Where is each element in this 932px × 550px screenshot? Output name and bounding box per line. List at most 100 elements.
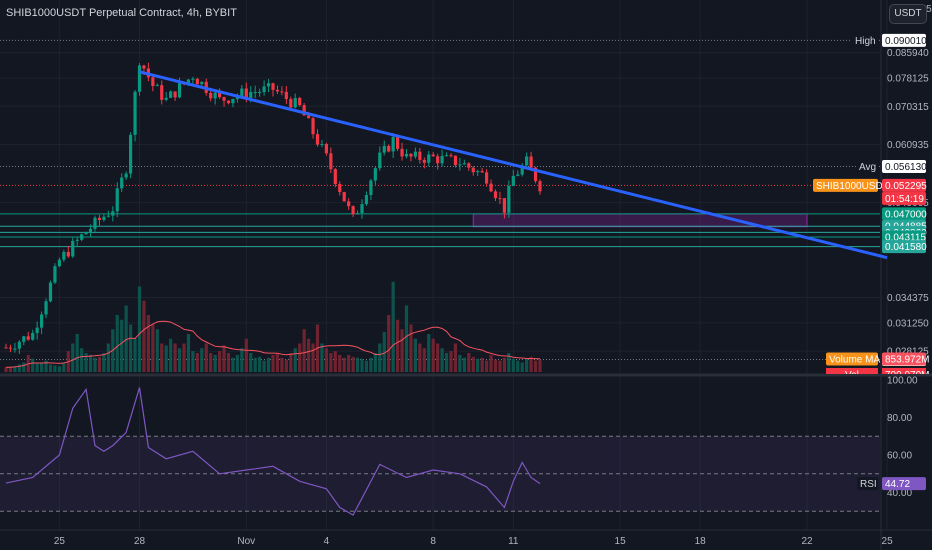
volume-bar [351, 356, 355, 372]
rsi-line [5, 387, 541, 516]
candle-body [427, 154, 431, 163]
candle-body [418, 151, 422, 160]
avg-value: 0.056130 [885, 162, 927, 173]
candle-body [244, 88, 248, 98]
volume-bar [222, 345, 226, 372]
candle-body [177, 83, 182, 98]
volume-bar [253, 357, 257, 372]
high-value: 0.090010 [885, 36, 927, 47]
rsi-label: RSI [860, 479, 877, 490]
volume-bar [133, 338, 137, 372]
volume-bar [418, 343, 422, 372]
volume-bar [160, 343, 164, 372]
candle-body [440, 155, 444, 164]
candle-body [498, 198, 502, 200]
candle-body [462, 163, 466, 165]
volume-bar [249, 353, 253, 372]
candle-body [57, 259, 61, 267]
volume-bar [400, 329, 404, 372]
currency-button[interactable]: USDT [889, 4, 927, 24]
candle-body [164, 97, 168, 100]
volume-bar [4, 367, 8, 372]
volume-bar [373, 353, 377, 372]
candle-body [378, 152, 382, 169]
volume-bar [115, 315, 119, 372]
volume-bar [102, 353, 106, 372]
volume-bar [195, 353, 199, 372]
trendline-line[interactable] [139, 70, 888, 260]
candle-body [271, 83, 275, 90]
candle-body [413, 151, 417, 157]
candle-body [80, 234, 84, 240]
volume-bar [164, 345, 168, 372]
volume-bar [213, 354, 217, 372]
volume-cut-bg [826, 368, 878, 374]
candle-body [93, 217, 97, 229]
time-axis[interactable]: 25 28 Nov 4 8 11 15 18 22 25 [54, 536, 893, 547]
volume-bar [311, 343, 315, 372]
volume-bars [4, 281, 542, 372]
candle-body [333, 169, 337, 184]
volume-ma-line [6, 320, 541, 368]
volume-bar [355, 357, 360, 372]
candle-body [302, 105, 306, 116]
volume-bar [298, 343, 302, 372]
candle-body [284, 91, 288, 100]
bar-countdown-bg [882, 191, 926, 205]
volume-bar [266, 357, 271, 372]
volume-bar [71, 343, 75, 372]
volume-bar [106, 343, 110, 372]
trendline[interactable] [139, 70, 888, 260]
candle-body [124, 173, 128, 178]
rsi-value-bg [882, 477, 926, 491]
candle-body [396, 136, 400, 149]
horizontal-levels[interactable] [0, 39, 880, 361]
volume-bar [533, 360, 538, 372]
chart-title: SHIB1000USDT Perpetual Contract, 4h, BYB… [6, 7, 237, 19]
candle-body [525, 156, 529, 166]
candle-body [231, 98, 235, 104]
candle-body [8, 347, 13, 349]
candle-body [511, 175, 515, 187]
volume-bar [235, 354, 239, 372]
volume-bar [453, 343, 458, 372]
candle-body [444, 155, 449, 157]
candle-body [311, 118, 315, 135]
high-value-bg [882, 33, 926, 47]
candle-body [155, 85, 159, 87]
time-tick-label: 11 [508, 536, 519, 547]
candle-body [120, 177, 124, 189]
time-tick-label: 15 [615, 536, 627, 547]
volume-cut-value-bg [882, 368, 926, 374]
candle-body [298, 97, 302, 106]
volume-bar [436, 343, 440, 372]
level-price-tag: 0.041580 [885, 242, 927, 253]
candle-body [382, 145, 386, 153]
avg-label: Avg [859, 162, 876, 173]
candle-body [258, 92, 262, 94]
volume-bar [462, 357, 466, 372]
volume-ma-label-bg [826, 352, 878, 366]
volume-bar [97, 356, 102, 372]
volume-bar [244, 338, 248, 372]
volume-bar [449, 351, 453, 372]
volume-bar [538, 359, 542, 372]
volume-bar [204, 343, 208, 372]
volume-bar [142, 300, 146, 372]
volume-bar [177, 348, 182, 372]
time-tick-label: Nov [237, 536, 255, 547]
volume-bar [489, 354, 493, 372]
candle-body [262, 86, 266, 93]
candle-body [520, 165, 524, 175]
candle-body [22, 336, 26, 342]
level-price-tag-bg [882, 207, 926, 221]
price-tick-label: 0.028125 [887, 347, 929, 358]
time-tick-label: 25 [882, 536, 894, 547]
volume-bar [293, 348, 297, 372]
candle-body [351, 206, 355, 215]
candle-body [40, 314, 44, 328]
volume-bar [360, 358, 364, 372]
volume-bar [409, 324, 413, 372]
volume-bar [275, 353, 280, 372]
